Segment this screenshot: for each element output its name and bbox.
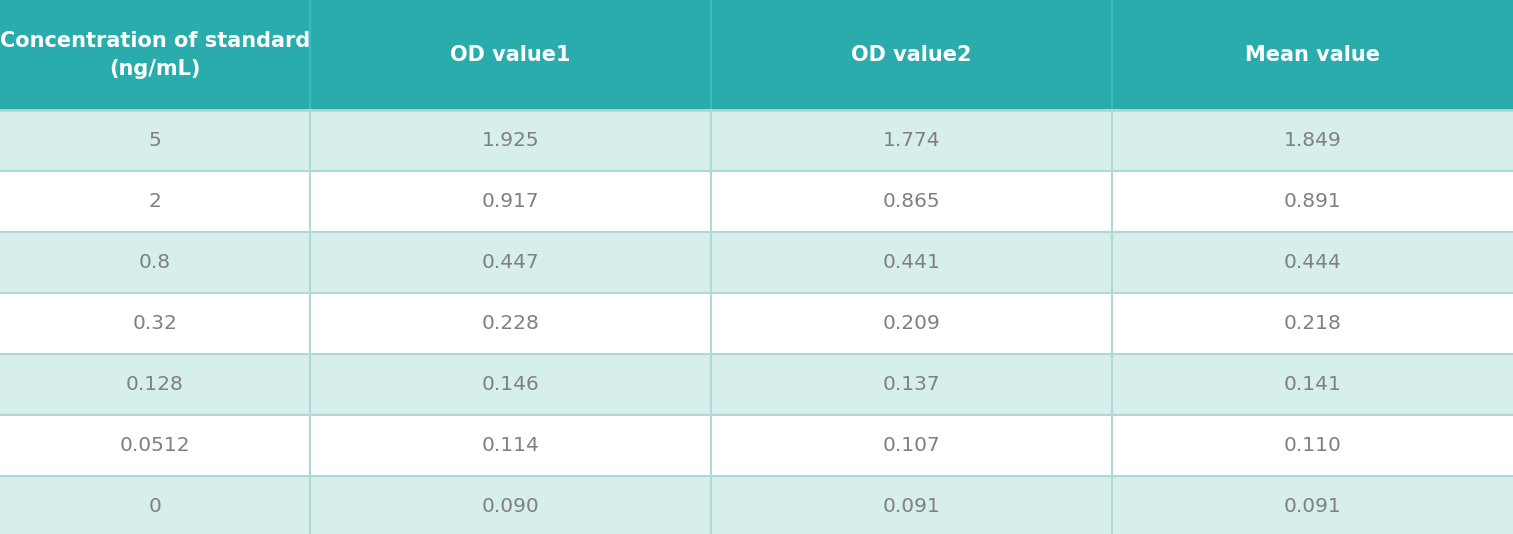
Bar [310, 293, 711, 354]
Text: 5: 5 [148, 131, 162, 150]
Bar [711, 354, 1112, 415]
Text: 0.8: 0.8 [139, 253, 171, 272]
Bar [1112, 171, 1513, 232]
Bar [711, 171, 1112, 232]
Bar [0, 415, 310, 476]
Text: 0.137: 0.137 [882, 375, 940, 394]
Text: 0.917: 0.917 [481, 192, 539, 211]
Text: 0.091: 0.091 [882, 497, 941, 516]
Bar [0, 354, 310, 415]
Text: 0.228: 0.228 [481, 314, 540, 333]
Bar [1112, 354, 1513, 415]
Text: 0.090: 0.090 [481, 497, 539, 516]
Text: 0.128: 0.128 [126, 375, 185, 394]
Text: 0.32: 0.32 [133, 314, 177, 333]
Text: 0.865: 0.865 [882, 192, 940, 211]
Bar [310, 354, 711, 415]
Bar [711, 110, 1112, 171]
Bar [0, 293, 310, 354]
Bar [310, 0, 711, 110]
Bar [310, 415, 711, 476]
Text: 0.441: 0.441 [882, 253, 941, 272]
Text: 1.774: 1.774 [882, 131, 940, 150]
Text: 0.141: 0.141 [1283, 375, 1342, 394]
Text: OD value2: OD value2 [852, 45, 971, 65]
Text: 0.091: 0.091 [1283, 497, 1342, 516]
Bar [310, 171, 711, 232]
Bar [310, 110, 711, 171]
Text: 1.925: 1.925 [481, 131, 539, 150]
Bar [711, 0, 1112, 110]
Bar [711, 232, 1112, 293]
Bar [310, 232, 711, 293]
Bar [1112, 0, 1513, 110]
Bar [1112, 232, 1513, 293]
Bar [711, 415, 1112, 476]
Text: 2: 2 [148, 192, 162, 211]
Text: 0.209: 0.209 [882, 314, 941, 333]
Text: Concentration of standard
(ng/mL): Concentration of standard (ng/mL) [0, 31, 310, 79]
Text: 0.110: 0.110 [1283, 436, 1342, 455]
Text: 0.0512: 0.0512 [120, 436, 191, 455]
Bar [1112, 293, 1513, 354]
Text: 0.146: 0.146 [481, 375, 539, 394]
Text: 0.218: 0.218 [1283, 314, 1342, 333]
Bar [0, 0, 310, 110]
Bar [711, 476, 1112, 534]
Bar [0, 476, 310, 534]
Bar [1112, 415, 1513, 476]
Text: 0.107: 0.107 [882, 436, 941, 455]
Text: 0.114: 0.114 [481, 436, 540, 455]
Bar [1112, 110, 1513, 171]
Text: 0.444: 0.444 [1283, 253, 1342, 272]
Text: 0.891: 0.891 [1283, 192, 1342, 211]
Bar [711, 293, 1112, 354]
Text: 0.447: 0.447 [481, 253, 539, 272]
Bar [0, 171, 310, 232]
Bar [0, 110, 310, 171]
Bar [1112, 476, 1513, 534]
Text: 0: 0 [148, 497, 162, 516]
Bar [0, 232, 310, 293]
Bar [310, 476, 711, 534]
Text: OD value1: OD value1 [451, 45, 570, 65]
Text: 1.849: 1.849 [1283, 131, 1342, 150]
Text: Mean value: Mean value [1245, 45, 1380, 65]
